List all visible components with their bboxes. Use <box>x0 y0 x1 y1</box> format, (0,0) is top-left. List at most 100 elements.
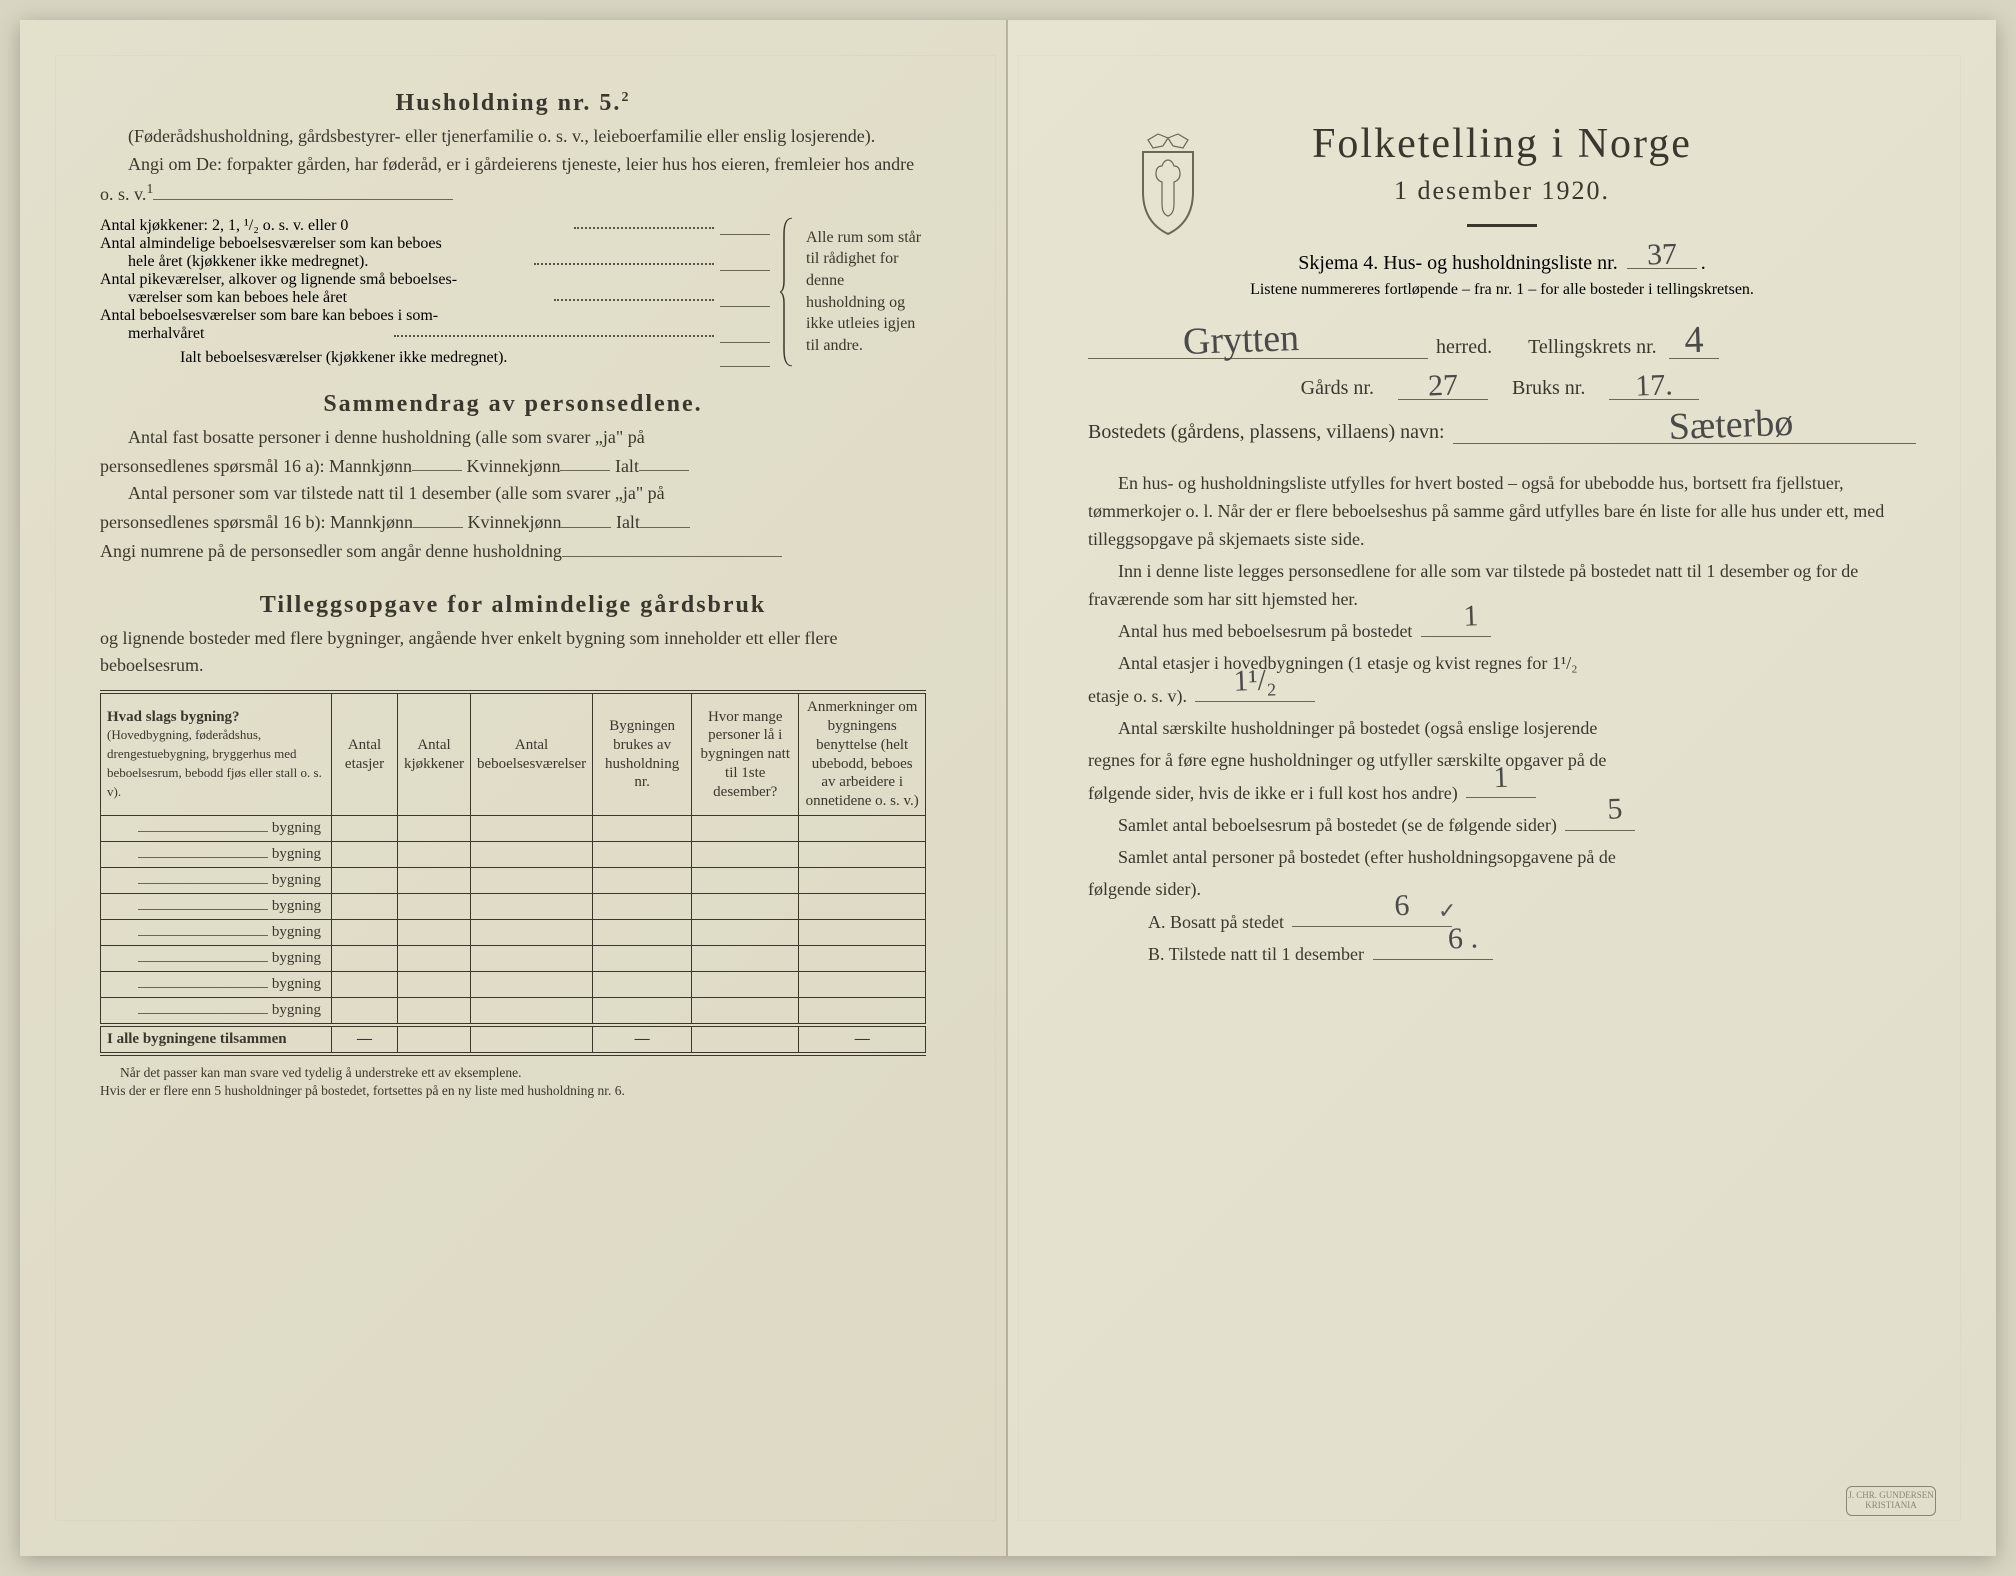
dots <box>534 263 714 265</box>
bygning-table: Hvad slags bygning? (Hovedbygning, føder… <box>100 690 926 1056</box>
dots <box>574 227 714 229</box>
sammendrag-heading: Sammendrag av personsedlene. <box>100 391 926 418</box>
bruks-field[interactable]: 17. <box>1609 378 1699 400</box>
blank[interactable] <box>412 452 462 472</box>
row4-blank[interactable] <box>720 325 770 343</box>
bygning-label: bygning <box>272 976 321 992</box>
row5: Ialt beboelsesværelser (kjøkkener ikke m… <box>100 349 720 367</box>
q3c: følgende sider, hvis de ikke er i full k… <box>1088 782 1458 802</box>
skjema-nr-field[interactable]: 37 <box>1627 247 1697 269</box>
angi-sup: 1 <box>146 182 153 197</box>
dots <box>394 335 714 337</box>
q2b: etasje o. s. v). <box>1088 686 1187 706</box>
bosted-label: Bostedets (gårdens, plassens, villaens) … <box>1088 421 1445 444</box>
table-row: bygning <box>101 971 926 997</box>
title-rule <box>1467 224 1537 227</box>
bygning-label: bygning <box>272 820 321 836</box>
coat-of-arms-icon <box>1128 130 1208 240</box>
row4a: Antal beboelsesværelser som bare kan beb… <box>100 307 770 325</box>
husholdning-sup: 2 <box>621 90 630 105</box>
sam2b: personsedlenes spørsmål 16 b): Mannkjønn <box>100 512 413 532</box>
sam-kv: Kvinnekjønn <box>466 455 560 475</box>
row3a: Antal pikeværelser, alkover og lignende … <box>100 271 770 289</box>
blank[interactable] <box>640 508 690 528</box>
blank[interactable] <box>639 452 689 472</box>
aB-field[interactable]: 6 . <box>1373 940 1493 960</box>
th4: Antal beboelsesværelser <box>470 692 592 815</box>
dash: — <box>593 1025 692 1054</box>
blank[interactable] <box>413 508 463 528</box>
body-text: En hus- og husholdningsliste utfylles fo… <box>1088 470 1916 969</box>
q1: Antal hus med beboelsesrum på bostedet <box>1118 621 1412 641</box>
krets-label: Tellingskrets nr. <box>1528 336 1657 359</box>
skjema-nr-value: 37 <box>1646 237 1677 272</box>
herred-value: Grytten <box>1182 316 1300 364</box>
title-main: Folketelling i Norge <box>1088 120 1916 168</box>
qB-row: B. Tilstede natt til 1 desember 6 . <box>1088 940 1916 969</box>
a4: 5 <box>1577 787 1624 835</box>
table-row: bygning <box>101 997 926 1025</box>
husholdning-heading: Husholdning nr. 5.2 <box>100 90 926 117</box>
krets-field[interactable]: 4 <box>1669 337 1719 359</box>
bygning-label: bygning <box>272 924 321 940</box>
a1: 1 <box>1433 593 1480 641</box>
document-spread: Husholdning nr. 5.2 (Føderådshusholdning… <box>20 20 1996 1556</box>
sam-kv2: Kvinnekjønn <box>467 512 561 532</box>
a3-field[interactable]: 1 <box>1466 779 1536 799</box>
bruks-value: 17. <box>1635 368 1674 403</box>
q3c-row: følgende sider, hvis de ikke er i full k… <box>1088 779 1916 808</box>
sam3-row: Angi numrene på de personsedler som angå… <box>100 537 926 566</box>
dash: — <box>799 1025 926 1054</box>
angi-line: Angi om De: forpakter gården, har føderå… <box>100 151 926 209</box>
blank[interactable] <box>562 537 782 557</box>
row1-blank[interactable] <box>720 217 770 235</box>
herred-label: herred. <box>1436 336 1492 359</box>
a4-field[interactable]: 5 <box>1565 811 1635 831</box>
q2b-row: etasje o. s. v). 1¹/₂ <box>1088 682 1916 711</box>
a2-field[interactable]: 1¹/₂ <box>1195 682 1315 702</box>
brace-icon <box>780 217 796 367</box>
table-row: bygning <box>101 945 926 971</box>
blank[interactable] <box>561 508 611 528</box>
page-right: Folketelling i Norge 1 desember 1920. Sk… <box>1008 20 1996 1556</box>
blank[interactable] <box>560 452 610 472</box>
sam1a: Antal fast bosatte personer i denne hush… <box>100 424 926 452</box>
body-p1: En hus- og husholdningsliste utfylles fo… <box>1088 470 1916 554</box>
angi-blank[interactable] <box>153 180 453 200</box>
dots <box>554 299 714 301</box>
row5-blank[interactable] <box>720 349 770 367</box>
bygning-label: bygning <box>272 950 321 966</box>
tileggs-heading: Tilleggsopgave for almindelige gårdsbruk <box>100 592 926 619</box>
table-row: bygning <box>101 893 926 919</box>
qA: A. Bosatt på stedet <box>1148 911 1284 931</box>
q5b: følgende sider). <box>1088 876 1916 904</box>
row2-blank[interactable] <box>720 253 770 271</box>
sub-line: Listene nummereres fortløpende – fra nr.… <box>1088 281 1916 299</box>
q4: Samlet antal beboelsesrum på bostedet (s… <box>1118 815 1557 835</box>
dash: — <box>332 1025 398 1054</box>
krets-value: 4 <box>1683 318 1704 363</box>
q3a: Antal særskilte husholdninger på bostede… <box>1088 715 1916 743</box>
skjema-line: Skjema 4. Hus- og husholdningsliste nr. … <box>1088 247 1916 275</box>
th7: Anmerkninger om bygningens benyttelse (h… <box>799 692 926 815</box>
tileggs-sub: og lignende bosteder med flere bygninger… <box>100 625 926 681</box>
th1a: Hvad slags bygning? <box>107 709 240 725</box>
bruks-label: Bruks nr. <box>1512 377 1585 400</box>
sam1b-row: personsedlenes spørsmål 16 a): Mannkjønn… <box>100 452 926 481</box>
th5: Bygningen brukes av husholdning nr. <box>593 692 692 815</box>
skjema-text: Skjema 4. Hus- og husholdningsliste nr. <box>1298 252 1617 274</box>
herred-field[interactable]: Grytten <box>1088 333 1428 359</box>
gards-label: Gårds nr. <box>1301 377 1374 400</box>
bosted-field[interactable]: Sæterbø <box>1453 418 1916 444</box>
header-block: Folketelling i Norge 1 desember 1920. Sk… <box>1088 120 1916 299</box>
title-sub: 1 desember 1920. <box>1088 176 1916 206</box>
gards-field[interactable]: 27 <box>1398 378 1488 400</box>
th1: Hvad slags bygning? (Hovedbygning, føder… <box>101 692 332 815</box>
a1-field[interactable]: 1 <box>1421 617 1491 637</box>
bygning-label: bygning <box>272 1002 321 1018</box>
bosted-row: Bostedets (gårdens, plassens, villaens) … <box>1088 418 1916 444</box>
table-row: bygning <box>101 867 926 893</box>
row3-blank[interactable] <box>720 289 770 307</box>
bosted-value: Sæterbø <box>1668 401 1794 449</box>
sam-ialt2: Ialt <box>616 512 640 532</box>
